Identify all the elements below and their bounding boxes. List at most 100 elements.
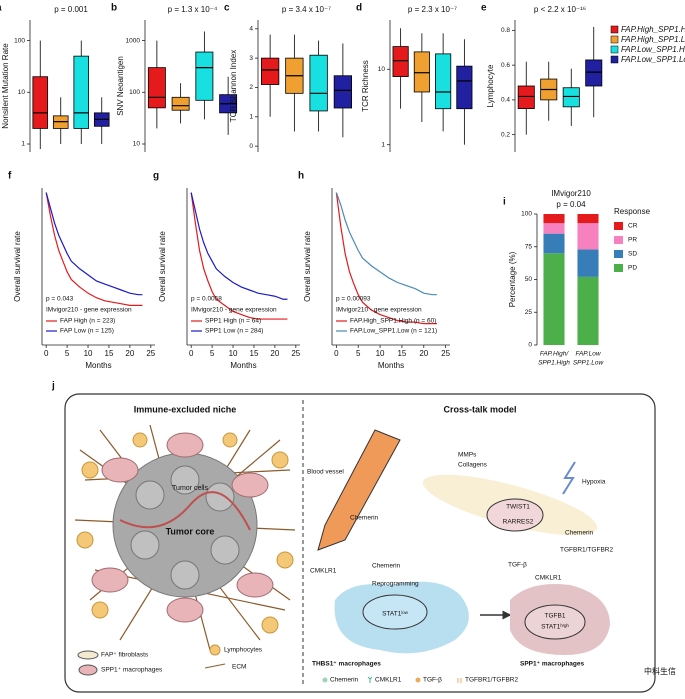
survival-curve bbox=[335, 192, 437, 296]
survival-curve bbox=[45, 192, 143, 296]
label: TGFB1 bbox=[545, 613, 566, 620]
label: SPP1⁺ macrophages bbox=[520, 661, 585, 668]
label: CMKLR1 bbox=[310, 568, 337, 575]
bar-segment bbox=[577, 276, 599, 345]
legend-label: FAP⁺ fibroblasts bbox=[101, 652, 149, 659]
x-tick-label: 25 bbox=[291, 349, 300, 358]
y-tick-label: 1 bbox=[21, 141, 25, 148]
frame bbox=[64, 393, 656, 693]
bar-segment bbox=[577, 214, 599, 224]
panel-label: h bbox=[298, 171, 304, 182]
label: Chemerin bbox=[372, 563, 401, 570]
legend-swatch bbox=[610, 55, 619, 64]
panel-label: g bbox=[153, 171, 159, 182]
y-tick-label: 0 bbox=[249, 143, 253, 150]
p-value: p = 0.04 bbox=[556, 200, 586, 209]
y-tick-label: 10 bbox=[133, 141, 141, 148]
box bbox=[435, 53, 452, 110]
x-tick-label: FAP.Low bbox=[575, 351, 601, 358]
box bbox=[73, 55, 90, 129]
x-tick-label: 25 bbox=[441, 349, 450, 358]
legend-icon bbox=[367, 676, 373, 683]
p-value: p = 2.3 x 10⁻⁷ bbox=[408, 5, 457, 14]
y-tick-label: 3 bbox=[249, 55, 253, 62]
chart-title: IMvigor210 bbox=[551, 189, 591, 198]
x-tick-label: 15 bbox=[105, 349, 114, 358]
label: Collagens bbox=[458, 462, 488, 469]
panel-label: i bbox=[503, 197, 506, 208]
vessel bbox=[119, 491, 251, 531]
legend-label: SPP1 High (n = 64) bbox=[205, 318, 261, 325]
survival-curve bbox=[335, 192, 437, 325]
y-axis-label: TCR Shannon Index bbox=[229, 50, 238, 123]
label: CMKLR1 bbox=[535, 575, 562, 582]
left-title: Immune-excluded niche bbox=[134, 404, 237, 414]
box bbox=[517, 85, 535, 109]
y-axis-label: Percentage (%) bbox=[508, 251, 517, 307]
legend-label: TGF-β bbox=[423, 677, 442, 684]
nucleus bbox=[362, 594, 428, 630]
label: STAT1ʰⁱᵍʰ bbox=[541, 624, 569, 631]
box bbox=[392, 46, 409, 77]
y-tick-label: 1 bbox=[381, 141, 385, 148]
legend-label: PR bbox=[628, 237, 637, 244]
blood-vessel bbox=[317, 429, 401, 551]
y-axis-label: Overall survival rate bbox=[13, 231, 22, 302]
legend-label: CMKLR1 bbox=[375, 677, 402, 684]
legend-label: SPP1⁺ macrophages bbox=[101, 667, 163, 674]
label: Chemerin bbox=[565, 530, 594, 537]
legend-label: SD bbox=[628, 251, 637, 258]
x-tick-label: 20 bbox=[270, 349, 279, 358]
bar-segment bbox=[577, 249, 599, 277]
x-tick-label: 25 bbox=[146, 349, 155, 358]
label: Reprogramming bbox=[372, 581, 419, 588]
panel-label: c bbox=[224, 3, 230, 14]
p-value: p = 0.0058 bbox=[191, 296, 222, 303]
y-tick-label: 0.6 bbox=[501, 62, 510, 69]
subtitle: IMvigor210 - gene expression bbox=[46, 307, 132, 314]
hypoxia-icon bbox=[562, 461, 576, 495]
legend-label: FAP.High_SPP1.Low bbox=[621, 35, 685, 44]
x-axis-label: Months bbox=[85, 361, 111, 370]
panel-label: d bbox=[356, 3, 362, 14]
bar-segment bbox=[543, 233, 565, 254]
y-tick-label: 75 bbox=[525, 243, 533, 250]
y-tick-label: 10 bbox=[18, 89, 26, 96]
legend-icon bbox=[322, 677, 328, 683]
legend-swatch bbox=[614, 264, 623, 272]
y-tick-label: 1000 bbox=[126, 37, 141, 44]
legend-label: FAP Low (n = 125) bbox=[60, 328, 114, 335]
box bbox=[585, 59, 603, 87]
x-tick-label: 10 bbox=[84, 349, 93, 358]
legend-label: SPP1 Low (n = 284) bbox=[205, 328, 263, 335]
label: Tumor core bbox=[166, 526, 215, 536]
label: THBS1⁺ macrophages bbox=[312, 661, 381, 668]
box bbox=[562, 87, 580, 108]
x-tick-label: 20 bbox=[419, 349, 428, 358]
label: RARRES2 bbox=[503, 519, 534, 526]
bar-segment bbox=[543, 253, 565, 345]
legend-title: Response bbox=[614, 207, 651, 216]
label: Hypoxia bbox=[582, 479, 606, 486]
x-tick-label: 0 bbox=[334, 349, 339, 358]
p-value: p = 0.043 bbox=[46, 296, 74, 303]
label: MMPs bbox=[458, 452, 477, 459]
box bbox=[309, 54, 328, 112]
lymphocytes bbox=[76, 432, 294, 634]
x-axis-label: Months bbox=[378, 361, 404, 370]
macrophages bbox=[91, 432, 274, 623]
y-tick-label: 50 bbox=[525, 276, 533, 283]
label: TGF-β bbox=[508, 562, 527, 569]
panel-label: f bbox=[8, 171, 12, 182]
bar-segment bbox=[543, 223, 565, 234]
watermark: 中科生信 bbox=[644, 666, 676, 676]
panel-j: j Immune-excluded niche Cross-talk model… bbox=[51, 381, 676, 693]
box bbox=[195, 51, 214, 101]
y-tick-label: 100 bbox=[129, 89, 140, 96]
x-tick-label: 5 bbox=[356, 349, 361, 358]
box bbox=[171, 96, 190, 111]
y-axis-label: Nonsilent Mutation Rate bbox=[1, 43, 10, 129]
y-tick-label: 100 bbox=[521, 211, 532, 218]
panel-label: j bbox=[51, 381, 55, 392]
